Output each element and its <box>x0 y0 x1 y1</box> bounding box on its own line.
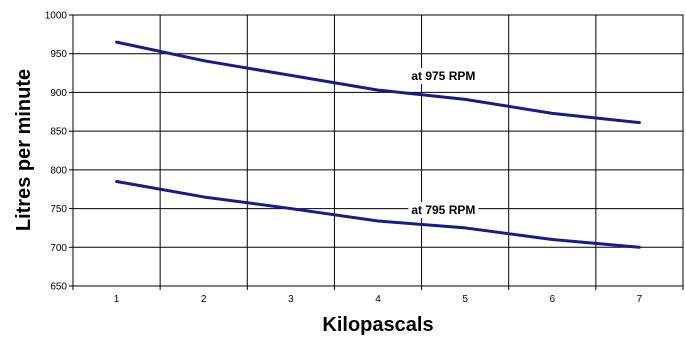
x-tick-label: 6 <box>550 294 556 305</box>
y-tick-label: 750 <box>50 204 67 215</box>
series-label-0: at 975 RPM <box>411 69 475 83</box>
series-label-bg-1 <box>408 202 479 218</box>
series-label-1: at 795 RPM <box>411 203 475 217</box>
y-tick-label: 800 <box>50 165 67 176</box>
x-tick-label: 4 <box>375 294 381 305</box>
x-axis-title: Kilopascals <box>322 314 433 335</box>
x-tick-label: 5 <box>462 294 468 305</box>
y-axis-title: Litres per minute <box>13 69 35 231</box>
y-tick-label: 850 <box>50 127 67 138</box>
x-tick-label: 7 <box>637 294 643 305</box>
series-label-bg-0 <box>408 68 479 84</box>
x-tick-label: 1 <box>114 294 120 305</box>
y-tick-labels: 650 700 750 800 850 900 950 1000 <box>45 11 68 293</box>
y-tick-label: 650 <box>50 282 67 293</box>
y-tick-label: 900 <box>50 88 67 99</box>
y-tick-label: 1000 <box>45 11 68 22</box>
x-tick-label: 2 <box>201 294 207 305</box>
series-labels: at 975 RPM at 795 RPM <box>408 68 479 218</box>
y-tick-label: 950 <box>50 49 67 60</box>
x-tick-label: 3 <box>288 294 294 305</box>
series-line-0 <box>115 40 641 125</box>
y-tick-label: 700 <box>50 243 67 254</box>
plot-area <box>72 14 684 287</box>
x-tick-labels: 1 2 3 4 5 6 7 <box>114 294 643 305</box>
series-line-1 <box>115 179 641 249</box>
series-lines <box>115 40 641 249</box>
